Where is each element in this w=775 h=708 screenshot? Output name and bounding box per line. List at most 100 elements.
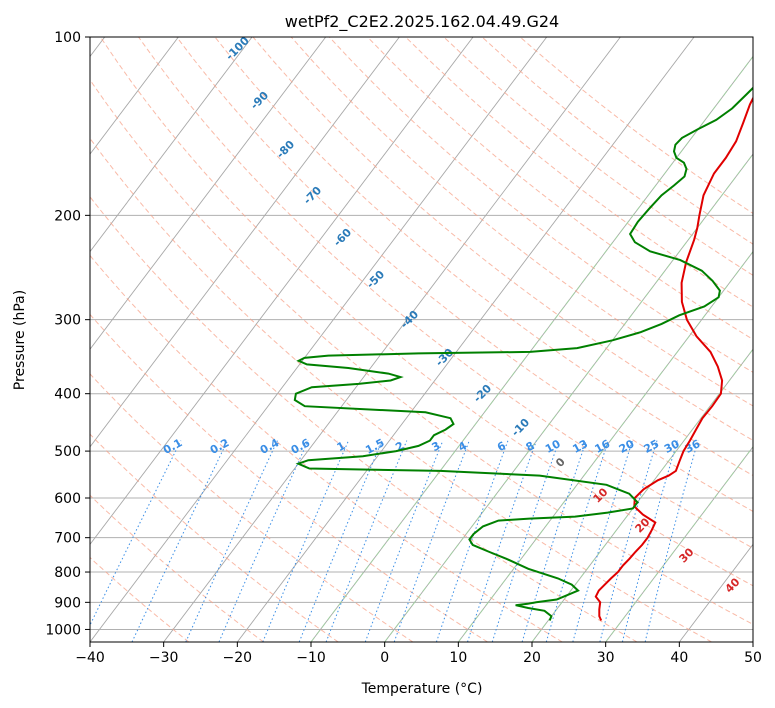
mixing-ratio-label: 10 — [543, 437, 563, 456]
dry-adiabat — [90, 433, 339, 642]
mixing-ratio-line — [521, 440, 587, 642]
mixing-ratio-label: 13 — [570, 437, 590, 456]
x-tick-label: 30 — [597, 650, 615, 666]
mixing-ratio-line — [572, 440, 633, 642]
wetbulb-label: -20 — [471, 382, 494, 405]
dry-adiabat — [90, 494, 264, 642]
isotherm--30 — [163, 37, 621, 642]
dry-adiabat — [328, 37, 753, 373]
x-tick-label: −20 — [223, 650, 253, 666]
isotherm--50 — [90, 37, 474, 546]
dry-adiabat — [90, 196, 638, 642]
x-tick-label: −30 — [149, 650, 179, 666]
moist-adiabat — [531, 348, 753, 642]
y-tick-label: 800 — [54, 565, 81, 581]
mixing-ratio-label: 6 — [495, 439, 508, 454]
plot-area: 0.1 0.2 0.4 0.6 1 1.5 2 3 4 6 8 10 13 16 20 25 30 36-100-… — [90, 34, 753, 642]
dry-adiabat — [290, 37, 753, 407]
isotherm--70 — [90, 37, 327, 351]
mixing-ratio-line — [545, 440, 609, 642]
mixing-ratio-label: 25 — [642, 437, 662, 456]
mixing-ratio-line — [393, 440, 470, 642]
isotherm-40 — [678, 543, 753, 642]
dry-adiabat — [519, 37, 753, 215]
y-tick-label: 200 — [54, 208, 81, 224]
dry-adiabat — [138, 37, 753, 549]
mixing-ratio-line — [435, 440, 509, 642]
mixing-ratio-line — [621, 440, 678, 642]
isotherm-0 — [384, 153, 753, 642]
moist-adiabat — [310, 55, 753, 642]
wetbulb-label: -90 — [248, 89, 271, 112]
x-tick-label: −10 — [296, 650, 326, 666]
wetbulb-label: -70 — [301, 184, 324, 207]
wetbulb-label: -80 — [274, 138, 297, 161]
y-tick-label: 400 — [54, 387, 81, 403]
adiabat-label: 10 — [591, 485, 611, 505]
y-tick-label: 600 — [54, 491, 81, 507]
temperature-line — [594, 96, 753, 621]
dry-adiabat — [99, 37, 753, 587]
x-tick-label: 10 — [449, 650, 467, 666]
dry-adiabat — [405, 37, 753, 308]
mixing-ratio-label: 0.2 — [208, 436, 231, 457]
y-tick-label: 900 — [54, 595, 81, 611]
axes: −40 −30 −20 −10 0 10 20 30 40 50 1000 900 800 700 600 5… — [45, 30, 762, 666]
x-tick-label: 20 — [523, 650, 541, 666]
mixing-ratio-label: 0.4 — [258, 436, 282, 457]
moist-adiabat — [457, 250, 753, 642]
dry-adiabat — [367, 37, 753, 340]
dry-adiabat — [214, 37, 753, 477]
x-tick-label: 0 — [380, 650, 389, 666]
mixing-ratio-label: 8 — [524, 439, 537, 454]
mixing-ratio-label: 36 — [683, 437, 703, 456]
wetbulb-label: -100 — [223, 34, 252, 63]
isotherm--20 — [236, 37, 695, 642]
y-tick-label: 300 — [54, 313, 81, 329]
mixing-ratio-line — [644, 440, 699, 642]
y-tick-label: 100 — [54, 30, 81, 46]
moist-adiabat — [384, 153, 753, 642]
isotherm--40 — [90, 37, 548, 642]
wetbulb-label: -60 — [331, 226, 354, 249]
x-tick-label: −40 — [75, 650, 105, 666]
isotherm--80 — [90, 37, 253, 253]
mixing-ratio-label: 20 — [617, 437, 637, 456]
dry-adiabat — [90, 78, 753, 625]
dewpoint-line — [293, 86, 753, 621]
dry-adiabat — [176, 37, 753, 513]
wetbulb-label: -10 — [509, 416, 532, 439]
mixing-ratio-line — [599, 440, 658, 642]
isotherm--90 — [90, 37, 179, 155]
dry-adiabat — [90, 254, 563, 642]
x-tick-label: 40 — [670, 650, 688, 666]
y-tick-label: 1000 — [45, 622, 81, 638]
dry-adiabat — [90, 313, 488, 642]
y-axis-title: Pressure (hPa) — [12, 290, 28, 390]
chart-title: wetPf2_C2E2.2025.162.04.49.G24 — [285, 12, 559, 32]
dry-adiabat — [481, 37, 753, 245]
mixing-ratio-line — [90, 440, 182, 627]
wetbulb-label: -30 — [433, 346, 456, 369]
adiabat-label: 30 — [677, 545, 697, 565]
isotherm-50 — [752, 641, 753, 642]
dry-adiabat — [90, 373, 414, 642]
dry-adiabat — [443, 37, 753, 276]
mixing-ratio-line — [131, 440, 229, 642]
wetbulb-label: -50 — [364, 268, 387, 291]
mixing-ratio-label: 16 — [593, 437, 613, 456]
plot-frame — [89, 36, 754, 643]
dry-adiabat — [90, 556, 190, 642]
y-tick-label: 500 — [54, 444, 81, 460]
x-axis-title: Temperature (°C) — [361, 681, 483, 697]
mixing-ratio-line — [218, 440, 309, 642]
mixing-ratio-label: 0.1 — [161, 436, 184, 457]
moist-adiabat — [605, 445, 753, 642]
y-tick-label: 700 — [54, 531, 81, 547]
mixing-ratio-label: 30 — [662, 437, 682, 456]
dry-adiabat — [90, 137, 712, 642]
mixing-ratio-label: 0.6 — [289, 436, 313, 457]
mixing-ratio-line — [262, 440, 349, 642]
isotherm--60 — [90, 37, 400, 448]
